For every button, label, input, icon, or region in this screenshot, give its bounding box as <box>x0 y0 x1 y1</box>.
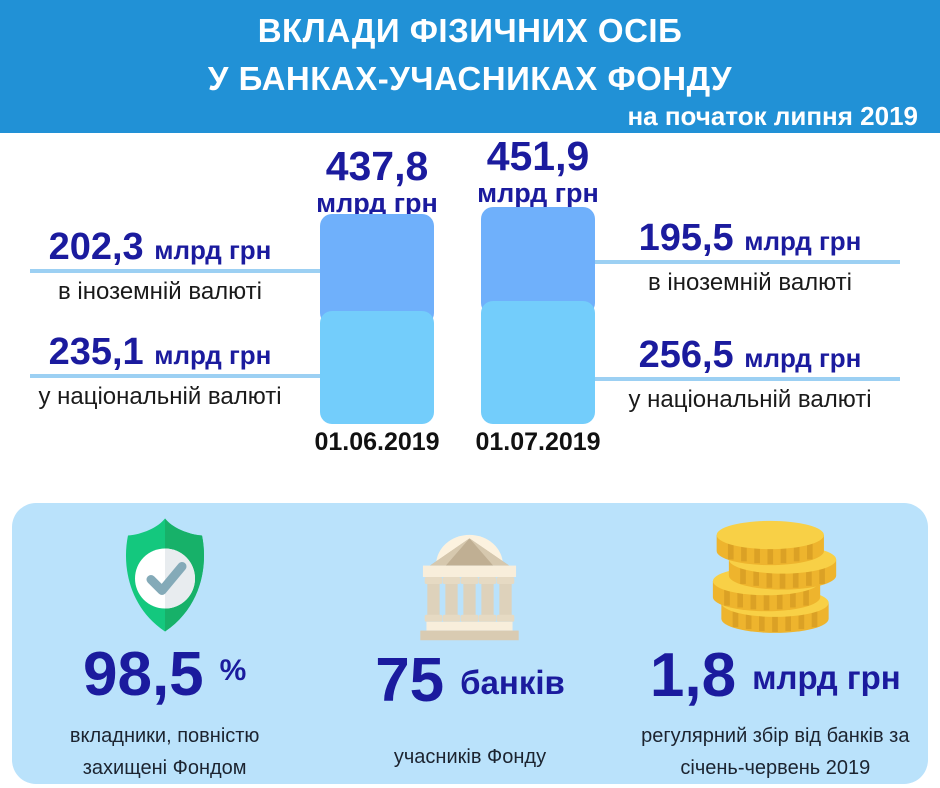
label-right-national-value: 256,5 млрд грн <box>595 336 905 374</box>
stat-unit: % <box>219 654 247 688</box>
stat-number: 1,8 <box>649 640 737 710</box>
bar-total-right-value: 451,9 <box>486 133 590 179</box>
bar-segment-foreign-july <box>481 207 595 315</box>
label-left-national-value: 235,1 млрд грн <box>10 333 310 371</box>
connector-line-left-national <box>30 374 322 378</box>
bar-segment-national-july <box>481 300 595 424</box>
stats-panel: 98,5 % вкладники, повністю захищені Фонд… <box>12 503 928 784</box>
label-left-national: 235,1 млрд грн у національній валюті <box>10 333 310 411</box>
connector-line-left-foreign <box>30 269 322 273</box>
bar-total-right-unit: млрд грн <box>477 178 599 208</box>
bar-total-left-unit: млрд грн <box>316 188 438 218</box>
label-right-foreign-value: 195,5 млрд грн <box>595 219 905 257</box>
unit-text: млрд грн <box>154 235 272 265</box>
stat-value-fee: 1,8 млрд грн <box>650 641 901 710</box>
header-band: ВКЛАДИ ФІЗИЧНИХ ОСІБ У БАНКАХ-УЧАСНИКАХ … <box>0 0 940 133</box>
unit-text: млрд грн <box>744 343 862 373</box>
stat-number: 98,5 <box>82 640 204 710</box>
page-title-line2: У БАНКАХ-УЧАСНИКАХ ФОНДУ <box>207 60 733 97</box>
stacked-bar-june <box>320 214 434 424</box>
label-left-national-caption: у національній валюті <box>38 383 282 410</box>
bank-building-icon <box>402 511 537 643</box>
axis-label-date-july: 01.07.2019 <box>475 428 601 456</box>
header-subtitle-date: на початок липня 2019 <box>627 101 918 131</box>
stat-caption-fee: регулярний збір від банків за січень-чер… <box>641 725 910 779</box>
label-right-national-caption: у національній валюті <box>628 386 872 413</box>
label-right-national: 256,5 млрд грн у національній валюті <box>595 336 905 414</box>
connector-line-right-foreign <box>593 260 900 264</box>
value-text: 195,5 <box>638 217 734 259</box>
label-right-foreign: 195,5 млрд грн в іноземній валюті <box>595 219 905 297</box>
value-text: 235,1 <box>48 331 144 373</box>
stat-unit: банків <box>460 664 565 701</box>
stat-member-banks: 75 банків учасників Фонду <box>317 503 622 784</box>
stat-unit: млрд грн <box>752 658 901 696</box>
label-left-foreign: 202,3 млрд грн в іноземній валюті <box>10 228 310 306</box>
bar-total-left-value: 437,8 <box>325 143 429 189</box>
label-left-foreign-caption: в іноземній валюті <box>58 278 262 305</box>
axis-label-date-june: 01.06.2019 <box>314 428 440 456</box>
value-text: 256,5 <box>638 334 734 376</box>
bar-total-right: 451,9 млрд грн <box>428 136 648 207</box>
unit-text: млрд грн <box>744 226 862 256</box>
shield-check-icon <box>110 511 220 638</box>
stat-value-protected: 98,5 % <box>83 640 246 710</box>
unit-text: млрд грн <box>154 340 272 370</box>
label-left-foreign-value: 202,3 млрд грн <box>10 228 310 266</box>
bar-segment-foreign-june <box>320 214 434 326</box>
page-title-line1: ВКЛАДИ ФІЗИЧНИХ ОСІБ <box>257 12 683 49</box>
stat-caption-protected: вкладники, повністю захищені Фондом <box>69 725 260 779</box>
label-right-foreign-caption: в іноземній валюті <box>648 269 852 296</box>
coins-stack-icon <box>695 511 855 639</box>
value-text: 202,3 <box>48 226 144 268</box>
stat-value-banks: 75 банків <box>375 645 565 717</box>
stat-protected-depositors: 98,5 % вкладники, повністю захищені Фонд… <box>12 503 317 784</box>
stacked-bar-july <box>481 207 595 424</box>
stat-regular-fee: 1,8 млрд грн регулярний збір від банків … <box>623 503 928 784</box>
stat-number: 75 <box>375 646 445 715</box>
connector-line-right-national <box>593 377 900 381</box>
bar-segment-national-june <box>320 311 434 424</box>
bar-total-left: 437,8 млрд грн <box>267 146 487 217</box>
stat-caption-banks: учасників Фонду <box>393 746 547 768</box>
